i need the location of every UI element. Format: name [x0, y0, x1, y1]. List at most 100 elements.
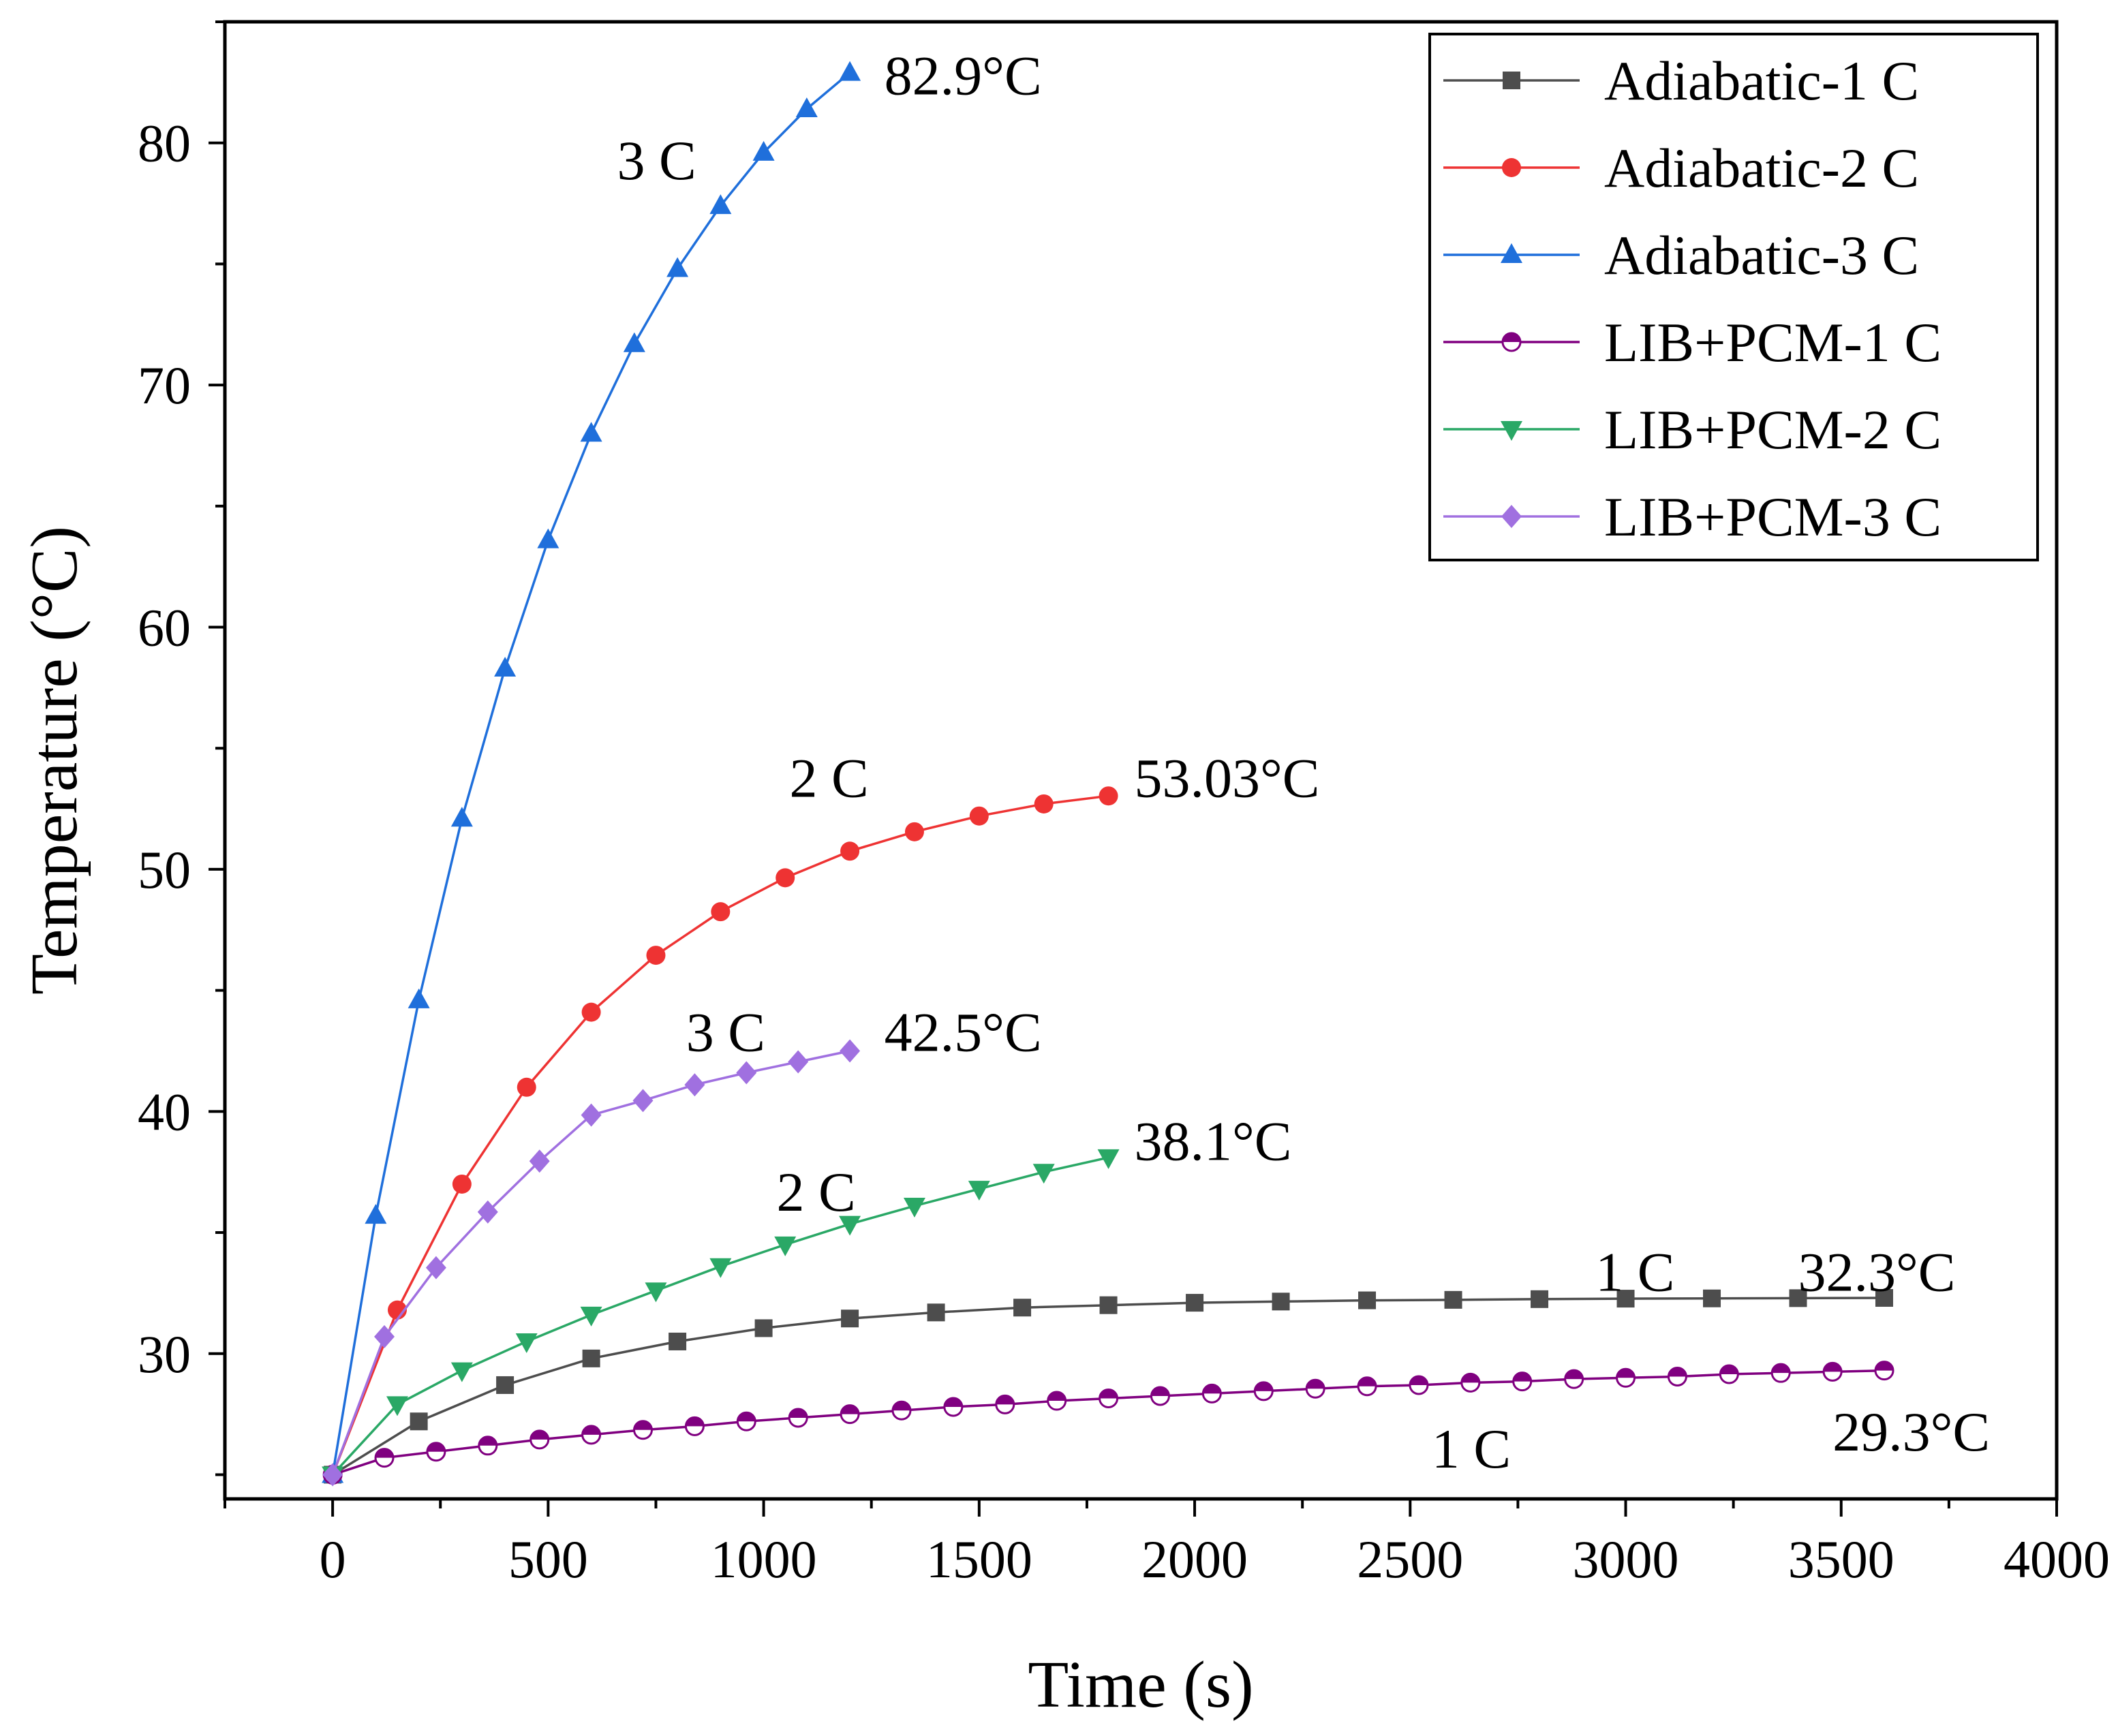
x-tick-label: 2500 — [1357, 1530, 1463, 1589]
x-tick-label: 0 — [320, 1530, 346, 1589]
data-point — [1564, 1369, 1584, 1389]
data-point — [995, 1394, 1015, 1414]
data-point — [632, 1089, 654, 1113]
data-point — [632, 1420, 653, 1440]
data-point — [1822, 1361, 1843, 1382]
data-point — [1186, 1294, 1204, 1312]
data-point — [374, 1448, 395, 1468]
data-point — [1789, 1289, 1807, 1307]
data-point — [736, 1061, 757, 1085]
data-point — [795, 97, 818, 117]
x-tick-label: 3500 — [1788, 1530, 1894, 1589]
data-point — [478, 1436, 498, 1456]
series-line — [331, 72, 851, 1475]
x-tick-label: 4000 — [2004, 1530, 2110, 1589]
data-point — [1272, 1292, 1290, 1311]
y-tick-label: 70 — [138, 356, 191, 415]
data-point — [1409, 1375, 1429, 1395]
data-point — [1770, 1363, 1791, 1383]
data-point — [1875, 1289, 1894, 1307]
data-point — [365, 1204, 387, 1224]
data-point — [374, 1324, 395, 1348]
data-point — [839, 1215, 861, 1236]
data-point — [1531, 1290, 1549, 1308]
ann-pcm-3c-rate: 3 C — [686, 1001, 765, 1063]
series-adiabatic-1-c — [324, 1289, 1894, 1484]
data-point — [1460, 1372, 1481, 1393]
series-lib-pcm-2-c — [322, 1149, 1120, 1487]
data-point — [754, 1319, 773, 1337]
data-point — [530, 1429, 550, 1450]
data-point — [529, 1149, 550, 1173]
legend: Adiabatic-1 C Adiabatic-2 C Adiabatic-3 C L… — [1428, 33, 2039, 561]
data-point — [645, 1282, 667, 1303]
legend-label: LIB+PCM-3 C — [1604, 486, 1942, 548]
data-point — [1616, 1290, 1635, 1308]
data-point — [736, 1411, 756, 1431]
data-point — [788, 1050, 809, 1074]
data-point — [1047, 1391, 1067, 1411]
ann-adiabatic-3c-rate: 3 C — [617, 129, 696, 191]
legend-label: LIB+PCM-1 C — [1604, 311, 1942, 373]
data-point — [452, 1174, 472, 1194]
data-point — [752, 140, 775, 161]
data-point — [1201, 1383, 1222, 1404]
data-point — [1703, 1289, 1721, 1307]
data-point — [1444, 1290, 1462, 1309]
data-point — [581, 1425, 602, 1445]
legend-swatch-marker — [1501, 332, 1522, 352]
data-point — [1150, 1386, 1170, 1406]
data-point — [517, 1077, 536, 1097]
x-tick-label: 1000 — [711, 1530, 817, 1589]
data-point — [1013, 1299, 1032, 1317]
data-point — [903, 1197, 925, 1218]
data-point — [891, 1400, 912, 1421]
data-point — [410, 1412, 428, 1431]
ann-pcm-1c-value: 29.3°C — [1832, 1401, 1990, 1463]
legend-entry: LIB+PCM-3 C — [1443, 486, 1942, 548]
data-point — [322, 1463, 343, 1487]
data-point — [1034, 794, 1054, 813]
data-point — [450, 807, 473, 827]
axis-ticks: 0 500 1000 1500 2000 2500 3000 3500 4000 30 40 50 60… — [138, 20, 2110, 1589]
data-point — [581, 1103, 602, 1127]
data-point — [709, 194, 732, 215]
data-point — [1512, 1371, 1533, 1392]
data-point — [450, 1362, 473, 1382]
legend-entry: Adiabatic-1 C — [1443, 50, 1919, 112]
data-point — [386, 1396, 408, 1416]
data-point — [1357, 1376, 1377, 1397]
data-point — [684, 1416, 705, 1436]
data-point — [408, 988, 430, 1008]
ann-adiabatic-2c-value: 53.03°C — [1135, 747, 1320, 809]
legend-entry: LIB+PCM-2 C — [1443, 399, 1942, 461]
data-point — [1099, 1389, 1119, 1409]
data-point — [515, 1333, 538, 1353]
plot-frame — [223, 20, 2059, 1501]
ann-pcm-1c-rate: 1 C — [1432, 1418, 1511, 1480]
x-tick-label: 500 — [508, 1530, 588, 1589]
data-point — [774, 1236, 797, 1256]
data-point — [1032, 1164, 1055, 1184]
data-point — [580, 1306, 602, 1327]
legend-box — [1428, 33, 2039, 561]
data-point — [477, 1200, 498, 1224]
data-point — [711, 902, 731, 922]
ann-adiabatic-2c-rate: 2 C — [790, 747, 869, 809]
y-tick-label: 60 — [138, 598, 191, 657]
legend-swatch-marker — [1501, 421, 1522, 441]
y-tick-label: 50 — [138, 840, 191, 899]
series-line — [331, 794, 1109, 1476]
ann-adiabatic-3c-value: 82.9°C — [885, 45, 1042, 107]
data-point — [1667, 1367, 1687, 1387]
data-point — [840, 1039, 861, 1063]
legend-swatch-marker — [1503, 72, 1520, 89]
y-tick-label: 30 — [138, 1324, 191, 1384]
data-point — [968, 1181, 990, 1201]
data-point — [709, 1258, 732, 1278]
data-point — [969, 806, 989, 826]
x-axis-title: Time (s) — [1028, 1648, 1253, 1722]
data-point — [1097, 1149, 1120, 1169]
legend-entry: Adiabatic-2 C — [1443, 137, 1919, 199]
